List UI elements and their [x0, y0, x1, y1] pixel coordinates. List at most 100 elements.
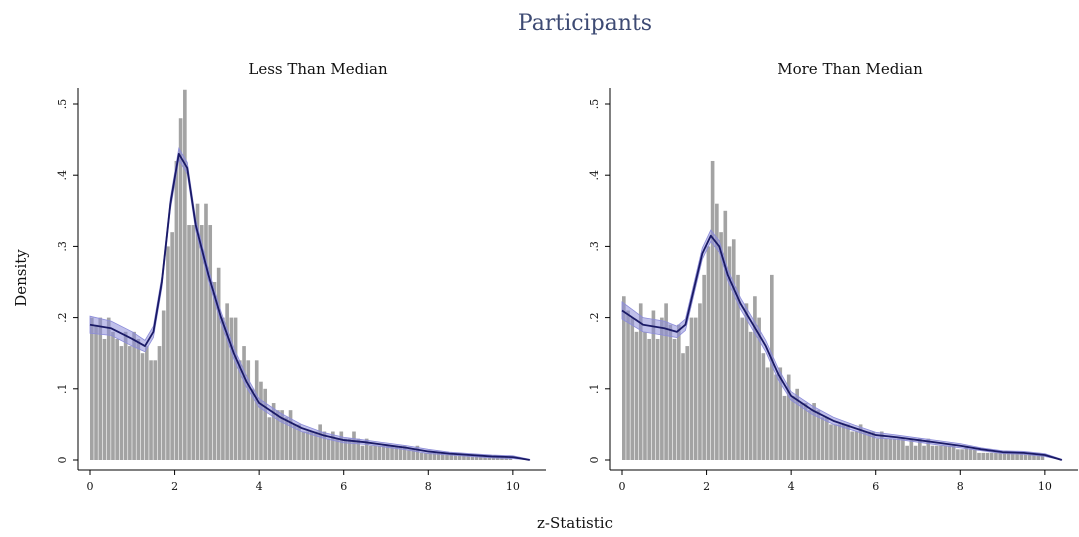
histogram-bar — [782, 395, 787, 460]
histogram-bar — [229, 317, 234, 460]
histogram-bar — [715, 203, 719, 460]
histogram-bar — [428, 452, 432, 460]
histogram-bar — [149, 360, 153, 460]
histogram-bar — [178, 118, 183, 461]
histogram-bar — [765, 367, 770, 460]
histogram-bar — [457, 452, 462, 460]
panel-title: More Than Median — [777, 60, 923, 78]
y-tick-label: .2 — [588, 312, 601, 323]
y-tick-label: .5 — [588, 99, 601, 110]
x-tick-label: 0 — [619, 480, 626, 493]
histogram-bar — [111, 331, 115, 460]
histogram-bar — [474, 455, 479, 460]
histogram-bar — [867, 431, 871, 460]
histogram-bar — [643, 331, 647, 460]
histogram-bar — [947, 445, 952, 460]
histogram-bar — [432, 452, 437, 460]
histogram-bar — [183, 89, 187, 460]
histogram-bar — [166, 246, 170, 460]
histogram-bar — [985, 452, 990, 460]
density-line — [621, 234, 1063, 461]
histogram-bar — [723, 210, 728, 460]
histogram-bar — [352, 431, 356, 460]
histogram-bar — [153, 360, 158, 460]
histogram-bar — [972, 449, 977, 460]
histogram-bar — [343, 438, 348, 460]
x-tick-label: 10 — [506, 480, 520, 493]
histogram-bar — [250, 388, 255, 460]
histogram-bar — [820, 417, 825, 460]
histogram-bar — [407, 449, 411, 460]
histogram-bar — [381, 445, 386, 460]
histogram-bar — [660, 317, 664, 460]
x-tick-label: 8 — [957, 480, 964, 493]
histogram-bar — [1032, 452, 1036, 460]
histogram-bar — [833, 424, 838, 460]
histogram-bar — [884, 438, 888, 460]
histogram-bar — [1027, 452, 1032, 460]
y-tick-label: .1 — [56, 384, 69, 395]
histogram-bar — [369, 445, 373, 460]
histogram-bar — [655, 338, 660, 460]
histogram-bar — [216, 267, 221, 460]
histogram-bar — [1036, 452, 1041, 460]
panel-title: Less Than Median — [248, 60, 388, 78]
histogram-bar — [170, 232, 174, 460]
histogram-bar — [314, 431, 318, 460]
histogram-bar — [685, 346, 690, 460]
x-tick-label: 2 — [703, 480, 710, 493]
histogram-bar — [276, 410, 280, 460]
histogram-bar — [373, 445, 377, 460]
histogram-bar — [123, 331, 128, 460]
histogram-bar — [761, 353, 766, 460]
histogram-bar — [1040, 454, 1045, 460]
histogram-bar — [706, 246, 711, 460]
histogram-bar — [402, 445, 407, 460]
histogram-bar — [174, 160, 179, 460]
histogram-bar — [693, 317, 698, 460]
histogram-bar — [638, 303, 643, 460]
histogram-bar — [757, 317, 761, 460]
histogram-bar — [875, 438, 880, 460]
histogram-bar — [892, 438, 897, 460]
histogram-bar — [284, 417, 289, 460]
histogram-bar — [901, 438, 905, 460]
histogram-bar — [322, 431, 327, 460]
histogram-bar — [850, 431, 854, 460]
histogram-bar — [199, 225, 204, 460]
histogram-bar — [664, 303, 668, 460]
x-tick-label: 2 — [171, 480, 178, 493]
histogram-bar — [774, 374, 778, 460]
y-tick-label: .5 — [56, 99, 69, 110]
y-tick-label: 0 — [56, 457, 69, 464]
histogram-bar — [233, 317, 238, 460]
histogram-bar — [238, 360, 242, 460]
histogram-bar — [144, 346, 149, 460]
histogram-bar — [212, 282, 217, 460]
histogram-bar — [331, 431, 335, 460]
panel-more-than-median: More Than Median 0 2 4 6 8 10 .5 .4 .3 .2 .1 0 — [588, 60, 1078, 493]
histogram-bar — [858, 424, 863, 460]
histogram-bar — [829, 424, 833, 460]
histogram-bar — [386, 445, 390, 460]
histogram-bar — [770, 274, 774, 460]
x-tick-label: 6 — [340, 480, 347, 493]
histogram-bar — [318, 424, 322, 460]
histogram-bar — [411, 449, 415, 460]
x-tick-label: 4 — [788, 480, 795, 493]
x-tick-label: 10 — [1038, 480, 1052, 493]
histogram-bar — [221, 317, 225, 460]
histogram-bar — [440, 452, 445, 460]
x-axis-label: z-Statistic — [537, 514, 613, 532]
histogram-bar — [335, 438, 339, 460]
histogram-bar — [128, 346, 132, 460]
histogram-bar — [622, 296, 626, 460]
histogram-bar — [187, 225, 191, 460]
histogram-bar — [778, 367, 783, 460]
histogram-bar — [786, 374, 791, 460]
histogram-bar — [753, 296, 757, 460]
histogram-bar — [824, 417, 829, 460]
histogram-bar — [208, 225, 213, 460]
histogram-bar — [981, 452, 986, 460]
histogram-bar — [989, 452, 994, 460]
